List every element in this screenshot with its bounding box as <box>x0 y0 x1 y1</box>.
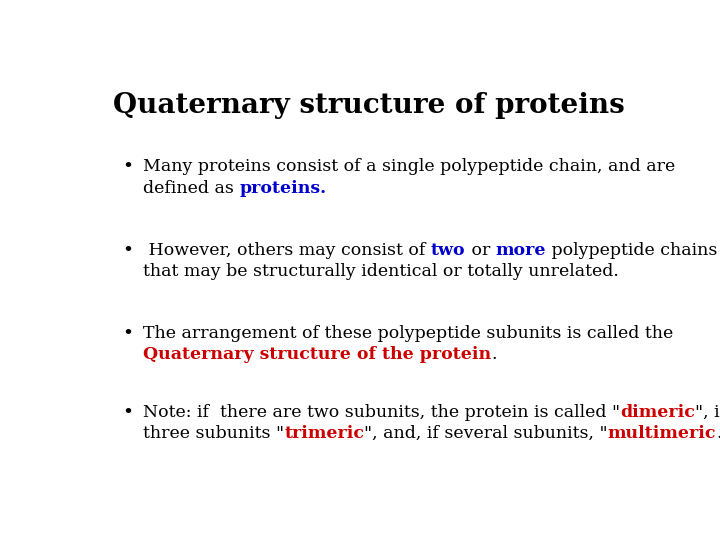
Text: more: more <box>495 241 546 259</box>
Text: Quaternary structure of proteins: Quaternary structure of proteins <box>113 92 625 119</box>
Text: multimeric: multimeric <box>608 426 716 442</box>
Text: proteins.: proteins. <box>239 180 326 197</box>
Text: •: • <box>122 158 133 177</box>
Text: ", if: ", if <box>695 404 720 421</box>
Text: •: • <box>122 325 133 343</box>
Text: Many proteins consist of a single polypeptide chain, and are: Many proteins consist of a single polype… <box>143 158 675 176</box>
Text: •: • <box>122 404 133 422</box>
Text: three subunits ": three subunits " <box>143 426 284 442</box>
Text: Quaternary structure of the protein: Quaternary structure of the protein <box>143 346 491 363</box>
Text: or: or <box>466 241 495 259</box>
Text: dimeric: dimeric <box>620 404 695 421</box>
Text: trimeric: trimeric <box>284 426 364 442</box>
Text: ", and, if several subunits, ": ", and, if several subunits, " <box>364 426 608 442</box>
Text: •: • <box>122 241 133 260</box>
Text: Note: if  there are two subunits, the protein is called ": Note: if there are two subunits, the pro… <box>143 404 620 421</box>
Text: However, others may consist of: However, others may consist of <box>143 241 431 259</box>
Text: that may be structurally identical or totally unrelated.: that may be structurally identical or to… <box>143 263 619 280</box>
Text: two: two <box>431 241 466 259</box>
Text: The arrangement of these polypeptide subunits is called the: The arrangement of these polypeptide sub… <box>143 325 673 342</box>
Text: .": ." <box>716 426 720 442</box>
Text: .: . <box>491 346 497 363</box>
Text: polypeptide chains: polypeptide chains <box>546 241 717 259</box>
Text: defined as: defined as <box>143 180 239 197</box>
